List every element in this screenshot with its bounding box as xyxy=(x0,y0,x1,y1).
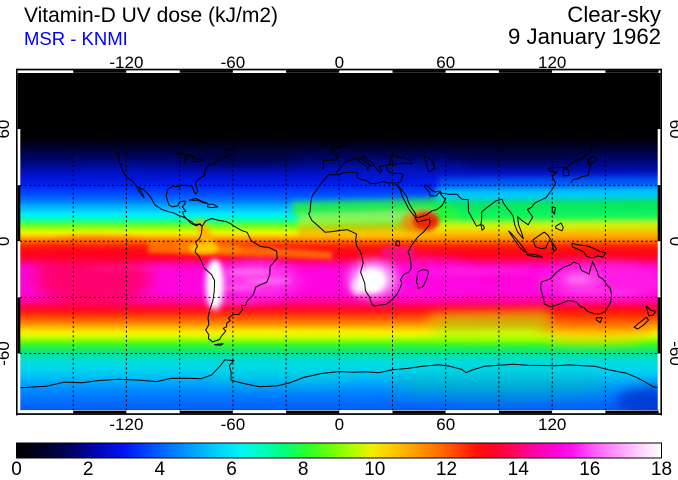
svg-text:10: 10 xyxy=(364,459,385,480)
svg-text:0: 0 xyxy=(11,459,22,480)
svg-text:2: 2 xyxy=(83,459,94,480)
svg-text:0: 0 xyxy=(335,415,344,434)
svg-text:9 January 1962: 9 January 1962 xyxy=(508,24,661,49)
svg-text:60: 60 xyxy=(436,53,455,72)
svg-text:-60: -60 xyxy=(221,53,246,72)
svg-text:120: 120 xyxy=(538,53,566,72)
svg-text:Vitamin-D UV dose (kJ/m2): Vitamin-D UV dose (kJ/m2) xyxy=(24,4,278,27)
svg-text:12: 12 xyxy=(436,459,457,480)
svg-text:4: 4 xyxy=(155,459,166,480)
svg-text:-60: -60 xyxy=(666,341,678,366)
svg-text:0: 0 xyxy=(335,53,344,72)
svg-text:0: 0 xyxy=(666,237,678,246)
svg-text:16: 16 xyxy=(579,459,600,480)
svg-text:-60: -60 xyxy=(0,341,13,366)
svg-text:-60: -60 xyxy=(221,415,246,434)
svg-text:-120: -120 xyxy=(109,53,143,72)
svg-text:MSR - KNMI: MSR - KNMI xyxy=(24,28,128,49)
svg-text:Clear-sky: Clear-sky xyxy=(567,2,662,27)
svg-text:60: 60 xyxy=(0,120,13,139)
svg-text:60: 60 xyxy=(666,120,678,139)
svg-text:120: 120 xyxy=(538,415,566,434)
svg-text:-120: -120 xyxy=(109,415,143,434)
svg-text:14: 14 xyxy=(508,459,530,480)
svg-text:60: 60 xyxy=(436,415,455,434)
svg-text:0: 0 xyxy=(0,237,13,246)
svg-text:8: 8 xyxy=(298,459,309,480)
svg-text:6: 6 xyxy=(226,459,237,480)
svg-text:18: 18 xyxy=(651,459,672,480)
